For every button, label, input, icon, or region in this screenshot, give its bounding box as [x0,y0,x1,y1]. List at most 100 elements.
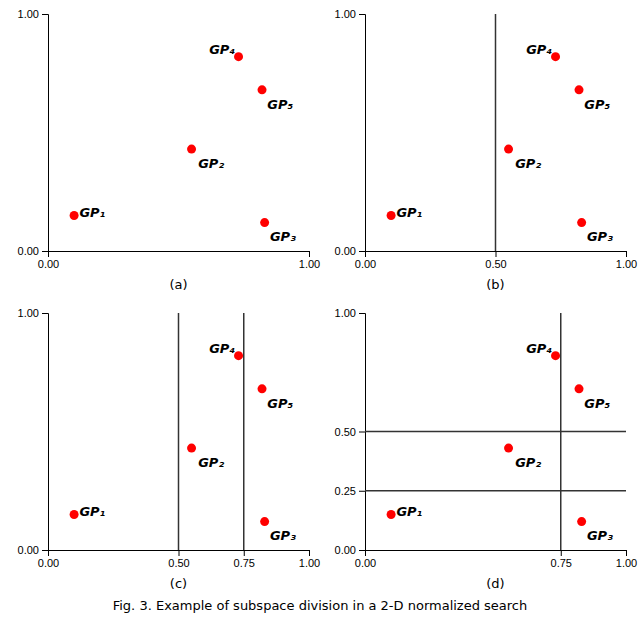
tick: 0.75 [234,550,255,569]
point [387,211,396,220]
point [187,444,196,453]
vertical-line [178,313,180,550]
tick-mark [359,251,365,252]
tick: 0.50 [168,550,189,569]
point-label: GP₃ [587,528,613,543]
point-label: GP₃ [270,528,296,543]
axis-line [42,314,49,551]
tick-label: 0.50 [485,258,506,270]
point-label: GP₄ [209,42,235,57]
point [504,145,513,154]
tick-mark [42,313,48,314]
tick-mark [42,14,48,15]
point [70,510,79,519]
axis-line [366,252,627,258]
tick-label: 0.75 [551,557,572,569]
tick-label: 0.00 [355,557,376,569]
tick-mark [496,251,497,257]
point [234,351,243,360]
tick-mark [626,251,627,257]
tick: 1.00 [299,550,320,569]
tick-label: 0.00 [335,544,356,556]
y-axis: 0.00 1.00 [335,8,366,257]
tick-label: 1.00 [299,557,320,569]
axis-line [42,15,49,252]
tick: 1.00 [18,307,48,319]
point [234,52,243,61]
tick-mark [179,550,180,556]
point-label: GP₄ [526,341,552,356]
vertical-line [495,14,497,251]
panel: 0.001.000.001.00(a)GP₁GP₂GP₃GP₄GP₅ [18,8,321,292]
point-label: GP₄ [209,341,235,356]
tick: 0.00 [38,550,59,569]
tick: 0.00 [335,245,365,257]
tick-label: 0.25 [335,485,356,497]
tick: 0.00 [335,544,365,556]
x-axis: 0.00 1.00 [38,251,320,270]
axis-title: (a) [169,277,187,292]
tick: 1.00 [616,251,637,270]
panel: 0.000.500.751.000.001.00(c)GP₁GP₂GP₃GP₄G… [18,307,321,591]
tick: 0.50 [485,251,506,270]
horizontal-line [365,490,626,492]
point-label: GP₅ [584,97,610,112]
point-label: GP₄ [526,42,552,57]
point-label: GP₁ [79,504,105,519]
tick-label: 1.00 [616,557,637,569]
caption: Fig. 3. Example of subspace division in … [113,598,528,613]
point [575,384,584,393]
tick-label: 0.00 [38,557,59,569]
point [387,510,396,519]
x-axis: 0.00 0.75 1.00 [355,550,637,569]
tick-mark [561,550,562,556]
axis-line [49,551,310,557]
point-label: GP₅ [267,396,293,411]
point-label: GP₅ [584,396,610,411]
point [70,211,79,220]
point [258,85,267,94]
tick-label: 0.00 [18,544,39,556]
tick: 1.00 [335,8,365,20]
tick-mark [244,550,245,556]
tick-label: 1.00 [299,258,320,270]
tick-label: 1.00 [335,8,356,20]
panel: 0.000.501.000.001.00(b)GP₁GP₂GP₃GP₄GP₅ [335,8,638,292]
horizontal-line [365,431,626,433]
tick-label: 1.00 [18,307,39,319]
y-axis: 0.000.250.501.00 [335,307,366,556]
point [504,444,513,453]
tick-mark [309,550,310,556]
point [187,145,196,154]
y-axis: 0.00 1.00 [18,307,49,556]
point [577,218,586,227]
tick-mark [359,432,365,433]
point-label: GP₂ [515,156,541,171]
point-labels: GP₁GP₂GP₃GP₄GP₅ [79,42,296,244]
tick-mark [359,491,365,492]
point-label: GP₁ [79,205,105,220]
tick-label: 0.50 [335,426,356,438]
vertical-line [243,313,245,550]
point [260,517,269,526]
chart-svg: 0.001.000.001.00(a)GP₁GP₂GP₃GP₄GP₅0.000.… [0,0,640,620]
axis-title: (c) [170,576,187,591]
tick: 1.00 [616,550,637,569]
point-label: GP₃ [587,229,613,244]
plot-area [387,14,587,251]
tick-label: 0.50 [168,557,189,569]
point-labels: GP₁GP₂GP₃GP₄GP₅ [79,341,296,543]
point-label: GP₃ [270,229,296,244]
axis-title: (b) [486,277,504,292]
point-labels: GP₁GP₂GP₃GP₄GP₅ [396,42,613,244]
tick: 0.75 [551,550,572,569]
tick-label: 0.00 [355,258,376,270]
tick-mark [626,550,627,556]
tick-mark [359,14,365,15]
point-labels: GP₁GP₂GP₃GP₄GP₅ [396,341,613,543]
axis-line [366,551,627,557]
tick: 0.00 [18,544,48,556]
tick-mark [42,550,48,551]
axis-line [49,252,310,258]
tick-label: 0.00 [38,258,59,270]
